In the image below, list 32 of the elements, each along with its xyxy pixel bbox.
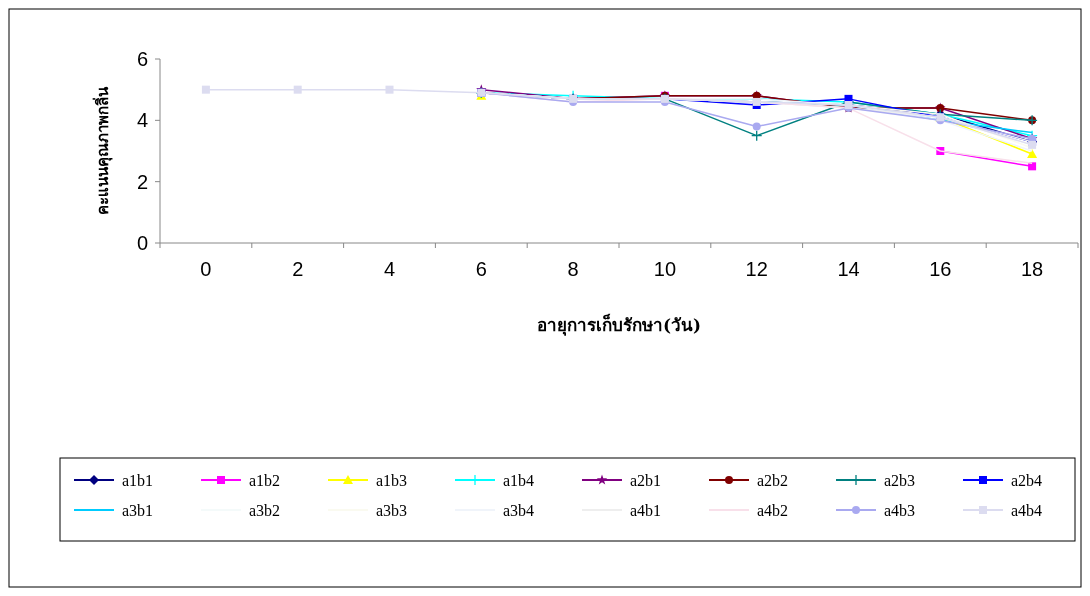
legend-label: a4b3 xyxy=(884,501,916,519)
legend-label: a4b1 xyxy=(630,501,662,519)
y-tick-label: 6 xyxy=(136,48,148,70)
legend-label: a4b4 xyxy=(1011,501,1043,519)
legend-label: a2b1 xyxy=(630,471,662,489)
legend-label: a3b3 xyxy=(376,501,408,519)
legend-label: a3b1 xyxy=(122,501,154,519)
legend-label: a2b2 xyxy=(757,471,789,489)
legend-label: a1b1 xyxy=(122,471,154,489)
x-tick-label: 12 xyxy=(745,258,768,280)
legend-label: a1b3 xyxy=(376,471,408,489)
legend-label: a1b2 xyxy=(249,471,281,489)
x-tick-label: 0 xyxy=(200,258,212,280)
y-tick-label: 2 xyxy=(136,170,148,193)
legend-label: a3b2 xyxy=(249,501,281,519)
legend-label: a3b4 xyxy=(503,501,535,519)
x-tick-label: 6 xyxy=(475,258,487,280)
y-axis-title: คะแนนคุณภาพกลิ่น xyxy=(92,86,113,215)
x-tick-label: 18 xyxy=(1020,258,1044,280)
x-tick-label: 2 xyxy=(292,258,304,280)
x-tick-label: 16 xyxy=(929,258,952,280)
legend-label: a2b4 xyxy=(1011,471,1043,489)
x-axis-title: อายุการเก็บรักษา(วัน) xyxy=(536,313,702,336)
legend-label: a1b4 xyxy=(503,471,535,489)
x-tick-label: 4 xyxy=(383,258,396,280)
legend-label: a4b2 xyxy=(757,501,789,519)
x-tick-label: 10 xyxy=(653,258,677,280)
x-tick-label: 14 xyxy=(837,258,860,280)
x-tick-label: 8 xyxy=(567,258,579,280)
y-tick-label: 4 xyxy=(136,109,148,132)
y-tick-label: 0 xyxy=(136,232,148,254)
legend-label: a2b3 xyxy=(884,471,916,489)
